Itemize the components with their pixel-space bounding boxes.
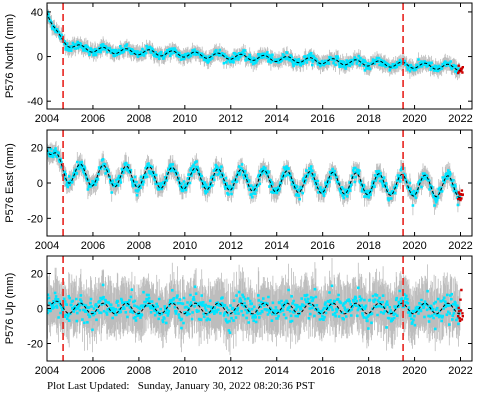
y-tick-label: 0 [37, 52, 43, 64]
y-tick-label: -20 [27, 339, 43, 351]
x-tick-label: 2018 [356, 113, 380, 125]
y-tick-label: 0 [37, 178, 43, 190]
error-bars [47, 4, 461, 81]
x-tick-label: 2014 [264, 365, 288, 377]
x-tick-label: 2004 [35, 113, 59, 125]
recent-points [457, 189, 464, 202]
x-tick-label: 2004 [35, 365, 59, 377]
x-tick-label: 2008 [127, 365, 151, 377]
x-tick-label: 2022 [448, 240, 472, 252]
x-tick-label: 2008 [127, 113, 151, 125]
y-tick-label: -20 [27, 213, 43, 225]
data-points [47, 283, 462, 334]
y-tick-label: 40 [31, 7, 43, 19]
plot-area [47, 256, 464, 361]
y-axis-label: P576 North (mm) [4, 14, 16, 98]
x-tick-label: 2006 [81, 240, 105, 252]
plot-area [47, 3, 464, 109]
y-tick-label: 20 [31, 269, 43, 281]
footer-label: Plot Last Updated: [47, 380, 130, 392]
x-tick-label: 2012 [219, 365, 243, 377]
y-tick-label: -40 [27, 96, 43, 108]
y-axis-label: P576 East (mm) [4, 143, 16, 222]
time-series-figure: 2004 2006 2008 2010 2012 2014 2016 2018 2020 2022… [4, 2, 473, 377]
x-tick-label: 2016 [310, 365, 334, 377]
x-tick-label: 2022 [448, 113, 472, 125]
model-curve [47, 148, 461, 198]
x-tick-label: 2020 [402, 240, 426, 252]
plot-frame [46, 2, 473, 110]
x-tick-label: 2012 [219, 113, 243, 125]
panel-3: 2004 2006 2008 2010 2012 2014 2016 2018 2020 2022… [4, 255, 473, 377]
model-curve [47, 12, 461, 72]
y-axis-label: P576 Up (mm) [4, 273, 16, 345]
x-tick-label: 2006 [81, 113, 105, 125]
x-tick-label: 2020 [402, 365, 426, 377]
x-tick-label: 2010 [173, 240, 197, 252]
panel-1: 2004 2006 2008 2010 2012 2014 2016 2018 2020 2022… [4, 2, 473, 125]
x-tick-label: 2022 [448, 365, 472, 377]
x-tick-label: 2016 [310, 113, 334, 125]
plot-area [47, 130, 464, 236]
panel-2: 2004 2006 2008 2010 2012 2014 2016 2018 2020 2022… [4, 129, 473, 252]
data-points [47, 10, 462, 75]
x-tick-label: 2014 [264, 240, 288, 252]
footer: Plot Last Updated: Sunday, January 30, 2… [47, 380, 315, 392]
x-tick-label: 2016 [310, 240, 334, 252]
recent-points [457, 288, 464, 322]
x-tick-label: 2014 [264, 113, 288, 125]
x-tick-label: 2008 [127, 240, 151, 252]
x-tick-label: 2006 [81, 365, 105, 377]
model-curve [47, 300, 461, 315]
x-tick-label: 2010 [173, 113, 197, 125]
footer-timestamp: Sunday, January 30, 2022 08:20:36 PST [137, 380, 315, 392]
data-points [47, 146, 462, 207]
x-tick-label: 2018 [356, 365, 380, 377]
x-tick-label: 2004 [35, 240, 59, 252]
y-tick-label: 0 [37, 304, 43, 316]
x-tick-label: 2012 [219, 240, 243, 252]
x-tick-label: 2018 [356, 240, 380, 252]
y-tick-label: 20 [31, 143, 43, 155]
x-tick-label: 2010 [173, 365, 197, 377]
x-tick-label: 2020 [402, 113, 426, 125]
